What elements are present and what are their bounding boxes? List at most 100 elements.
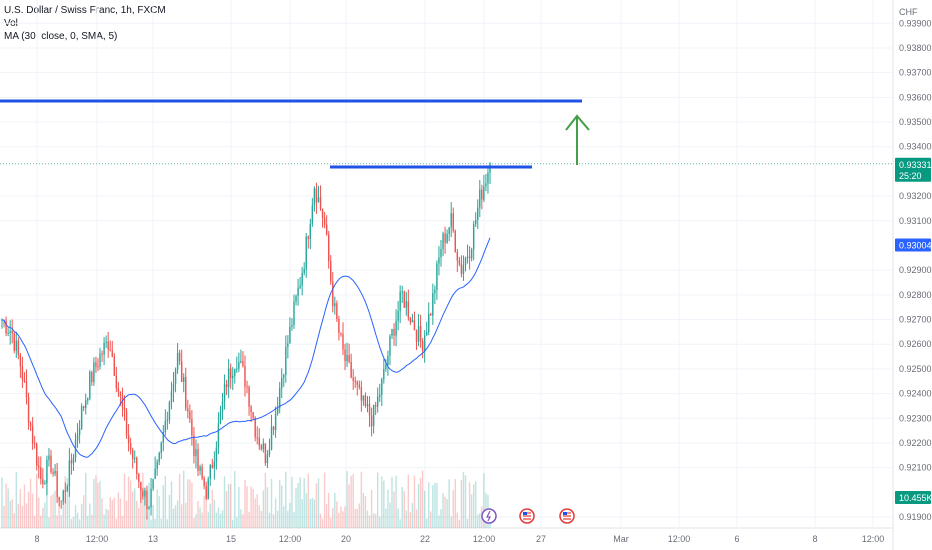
candle-body [411, 320, 414, 323]
volume-bar [334, 492, 336, 528]
volume-bar [117, 492, 120, 528]
volume-bar [50, 495, 52, 528]
candle-body [442, 233, 444, 250]
volume-bar [438, 515, 440, 528]
volume-bar [91, 514, 93, 528]
volume-badge-bg [895, 491, 931, 504]
candle-body [13, 333, 15, 351]
candle-body [211, 465, 214, 468]
candle-body [7, 332, 9, 334]
volume-bar [401, 487, 403, 528]
price-tick-label: 0.93800 [899, 43, 932, 53]
volume-bar [236, 517, 238, 528]
candle-body [68, 460, 71, 487]
ma-indicator-label[interactable]: MA (30, close, 0, SMA, 5) [4, 31, 118, 42]
volume-bar [403, 491, 405, 528]
candle-body [430, 313, 432, 316]
volume-bar [21, 506, 24, 528]
volume-bar [319, 513, 322, 528]
volume-bar [123, 473, 126, 528]
candle-body [264, 443, 267, 464]
candle-body [123, 407, 126, 411]
candle-body [332, 281, 334, 307]
volume-bar [199, 507, 201, 528]
price-tick-label: 0.92800 [899, 290, 932, 300]
candle-body [109, 349, 111, 351]
candle-body [295, 296, 297, 302]
volume-bar [313, 499, 316, 528]
volume-bar [160, 518, 162, 528]
volume-bar [193, 517, 195, 528]
volume-bar [374, 514, 377, 528]
candle-body [472, 224, 475, 250]
candle-body [193, 435, 195, 457]
candle-body [107, 341, 109, 350]
volume-bar [72, 516, 75, 528]
volume-bar [44, 502, 46, 528]
candle-body [381, 378, 383, 395]
volume-bar [460, 479, 463, 528]
volume-bar [40, 515, 42, 528]
volume-bar [425, 518, 428, 528]
volume-bar [172, 508, 175, 528]
candle-body [50, 455, 52, 473]
candle-body [236, 368, 238, 370]
candle-body [154, 468, 156, 479]
volume-bar [303, 478, 305, 528]
candle-body [229, 368, 232, 378]
volume-histogram [1, 470, 491, 528]
candle-body [458, 260, 461, 264]
volume-bar [99, 480, 101, 528]
candle-body [183, 377, 185, 383]
candle-body [364, 395, 367, 406]
candle-body [389, 335, 391, 356]
volume-bar [464, 475, 467, 528]
candle-body [360, 387, 363, 401]
candle-body [474, 220, 477, 225]
volume-bar [150, 519, 152, 528]
candle-body [234, 369, 236, 376]
time-tick-label: 12:00 [279, 534, 302, 544]
symbol-title[interactable]: U.S. Dollar / Swiss Franc, 1h, FXCM [4, 5, 166, 16]
candle-body [370, 415, 373, 427]
candle-body [309, 223, 312, 239]
volume-bar [11, 499, 13, 528]
candle-body [148, 507, 150, 510]
candle-body [311, 205, 314, 224]
volume-bar [383, 480, 385, 528]
volume-bar [432, 485, 434, 528]
price-tick-label: 0.92300 [899, 413, 932, 423]
candle-body [278, 388, 281, 409]
time-tick-label: 12:00 [862, 534, 885, 544]
candle-body [483, 186, 485, 200]
volume-bar [48, 517, 50, 528]
time-tick-label: 22 [420, 534, 430, 544]
candle-body [152, 478, 154, 489]
candle-body [479, 189, 481, 208]
candle-body [440, 249, 442, 258]
price-tick-label: 0.92700 [899, 315, 932, 325]
candle-body [150, 488, 152, 508]
volume-bar [458, 519, 461, 528]
volume-bar [46, 479, 48, 528]
volume-bar [138, 508, 140, 528]
candle-body [387, 355, 389, 365]
volume-bar [393, 491, 395, 528]
candle-body [119, 391, 122, 397]
candle-body [93, 362, 95, 383]
volume-bar [278, 479, 281, 528]
volume-bar [407, 474, 410, 528]
level-price-badge-bg [895, 238, 931, 252]
volume-bar [379, 516, 381, 528]
volume-bar [442, 493, 444, 528]
candle-body [385, 364, 387, 370]
volume-bar [148, 482, 150, 528]
volume-bar [479, 513, 481, 528]
volume-bar [82, 495, 85, 528]
volume-bar [327, 492, 330, 528]
volume-bar [185, 502, 187, 528]
volume-bar [215, 512, 218, 528]
candle-body [256, 437, 258, 439]
candle-body [281, 377, 283, 389]
